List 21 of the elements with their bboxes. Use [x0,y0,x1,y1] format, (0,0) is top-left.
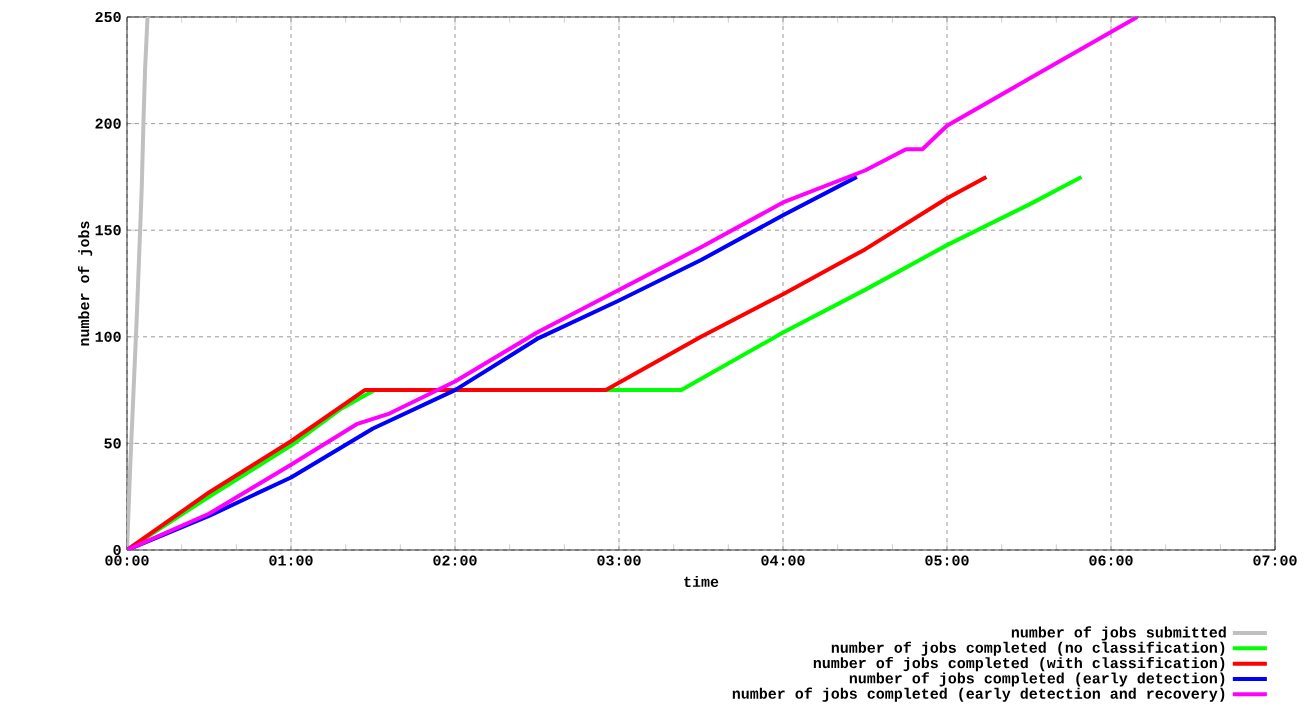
x-axis-title: time [684,575,719,588]
legend-label: number of jobs completed (early detection) [849,672,1225,687]
y-tick-label: 0 [113,544,121,556]
x-tick-label: 04:00 [761,555,805,566]
x-tick-label: 02:00 [433,555,477,566]
legend-label: number of jobs completed (early detection and recovery) [732,687,1225,702]
y-tick-label: 50 [104,438,121,449]
legend-label: number of jobs completed (with classification) [813,656,1225,672]
y-tick-label: 250 [95,11,121,23]
y-axis-title: number of jobs [77,221,93,346]
x-tick-label: 00:00 [105,555,149,566]
x-tick-label: 03:00 [597,555,641,566]
x-tick-label: 07:00 [1253,555,1297,566]
x-tick-label: 05:00 [925,555,969,566]
y-tick-label: 200 [95,118,121,129]
y-tick-label: 100 [95,331,121,342]
x-tick-label: 06:00 [1089,555,1133,566]
x-tick-label: 01:00 [269,555,313,566]
y-tick-label: 150 [95,225,121,236]
legend-label: number of jobs completed (no classification) [831,641,1225,656]
legend-label: number of jobs submitted [1011,626,1226,641]
